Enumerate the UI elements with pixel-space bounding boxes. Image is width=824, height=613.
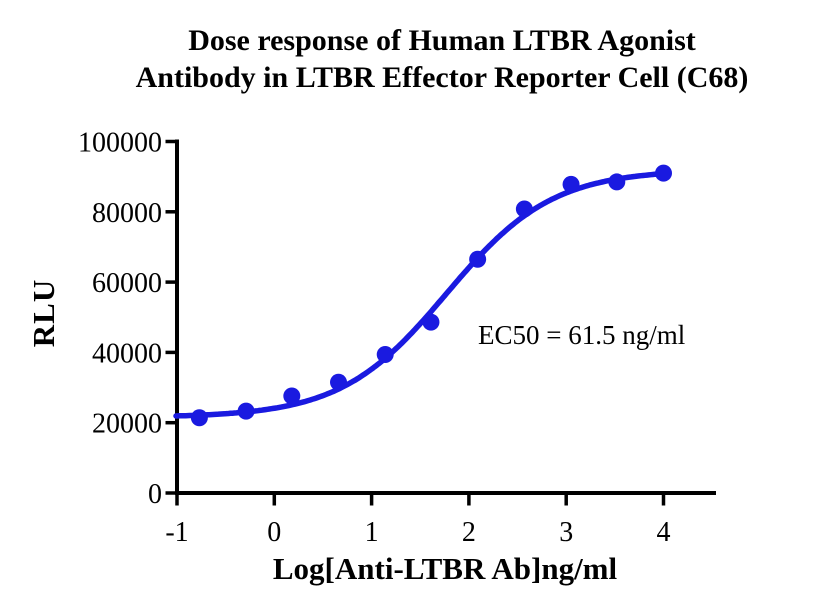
x-tick-label: 4 xyxy=(657,517,671,548)
y-tick-label: 80000 xyxy=(92,198,162,229)
fit-curve xyxy=(173,170,668,419)
x-tick-label: 2 xyxy=(462,517,476,548)
y-tick-label: 60000 xyxy=(92,268,162,299)
data-point xyxy=(330,373,348,391)
data-point xyxy=(376,346,394,364)
data-point xyxy=(655,164,672,182)
y-tick-label: 40000 xyxy=(92,338,162,369)
ec50-annotation: EC50 = 61.5 ng/ml xyxy=(478,320,686,350)
data-point xyxy=(237,402,255,420)
data-point xyxy=(515,200,533,218)
x-tick-label: 3 xyxy=(559,517,573,548)
data-point xyxy=(190,409,208,427)
chart-title-line1: Dose response of Human LTBR Agonist xyxy=(188,24,696,57)
x-tick-label: 0 xyxy=(267,517,281,548)
chart-title-line2: Antibody in LTBR Effector Reporter Cell … xyxy=(135,61,749,94)
y-tick-label: 100000 xyxy=(78,128,162,159)
data-point xyxy=(562,175,580,193)
data-point xyxy=(422,313,440,331)
data-point xyxy=(283,387,301,405)
x-tick-label: 1 xyxy=(365,517,379,548)
y-tick-label: 20000 xyxy=(92,409,162,440)
x-tick-label: -1 xyxy=(165,517,188,548)
x-axis-title: Log[Anti-LTBR Ab]ng/ml xyxy=(272,551,618,586)
data-point xyxy=(608,173,626,191)
data-point xyxy=(469,250,487,268)
y-tick-label: 0 xyxy=(148,479,162,510)
chart-title: Dose response of Human LTBR Agonist Anti… xyxy=(60,22,824,96)
